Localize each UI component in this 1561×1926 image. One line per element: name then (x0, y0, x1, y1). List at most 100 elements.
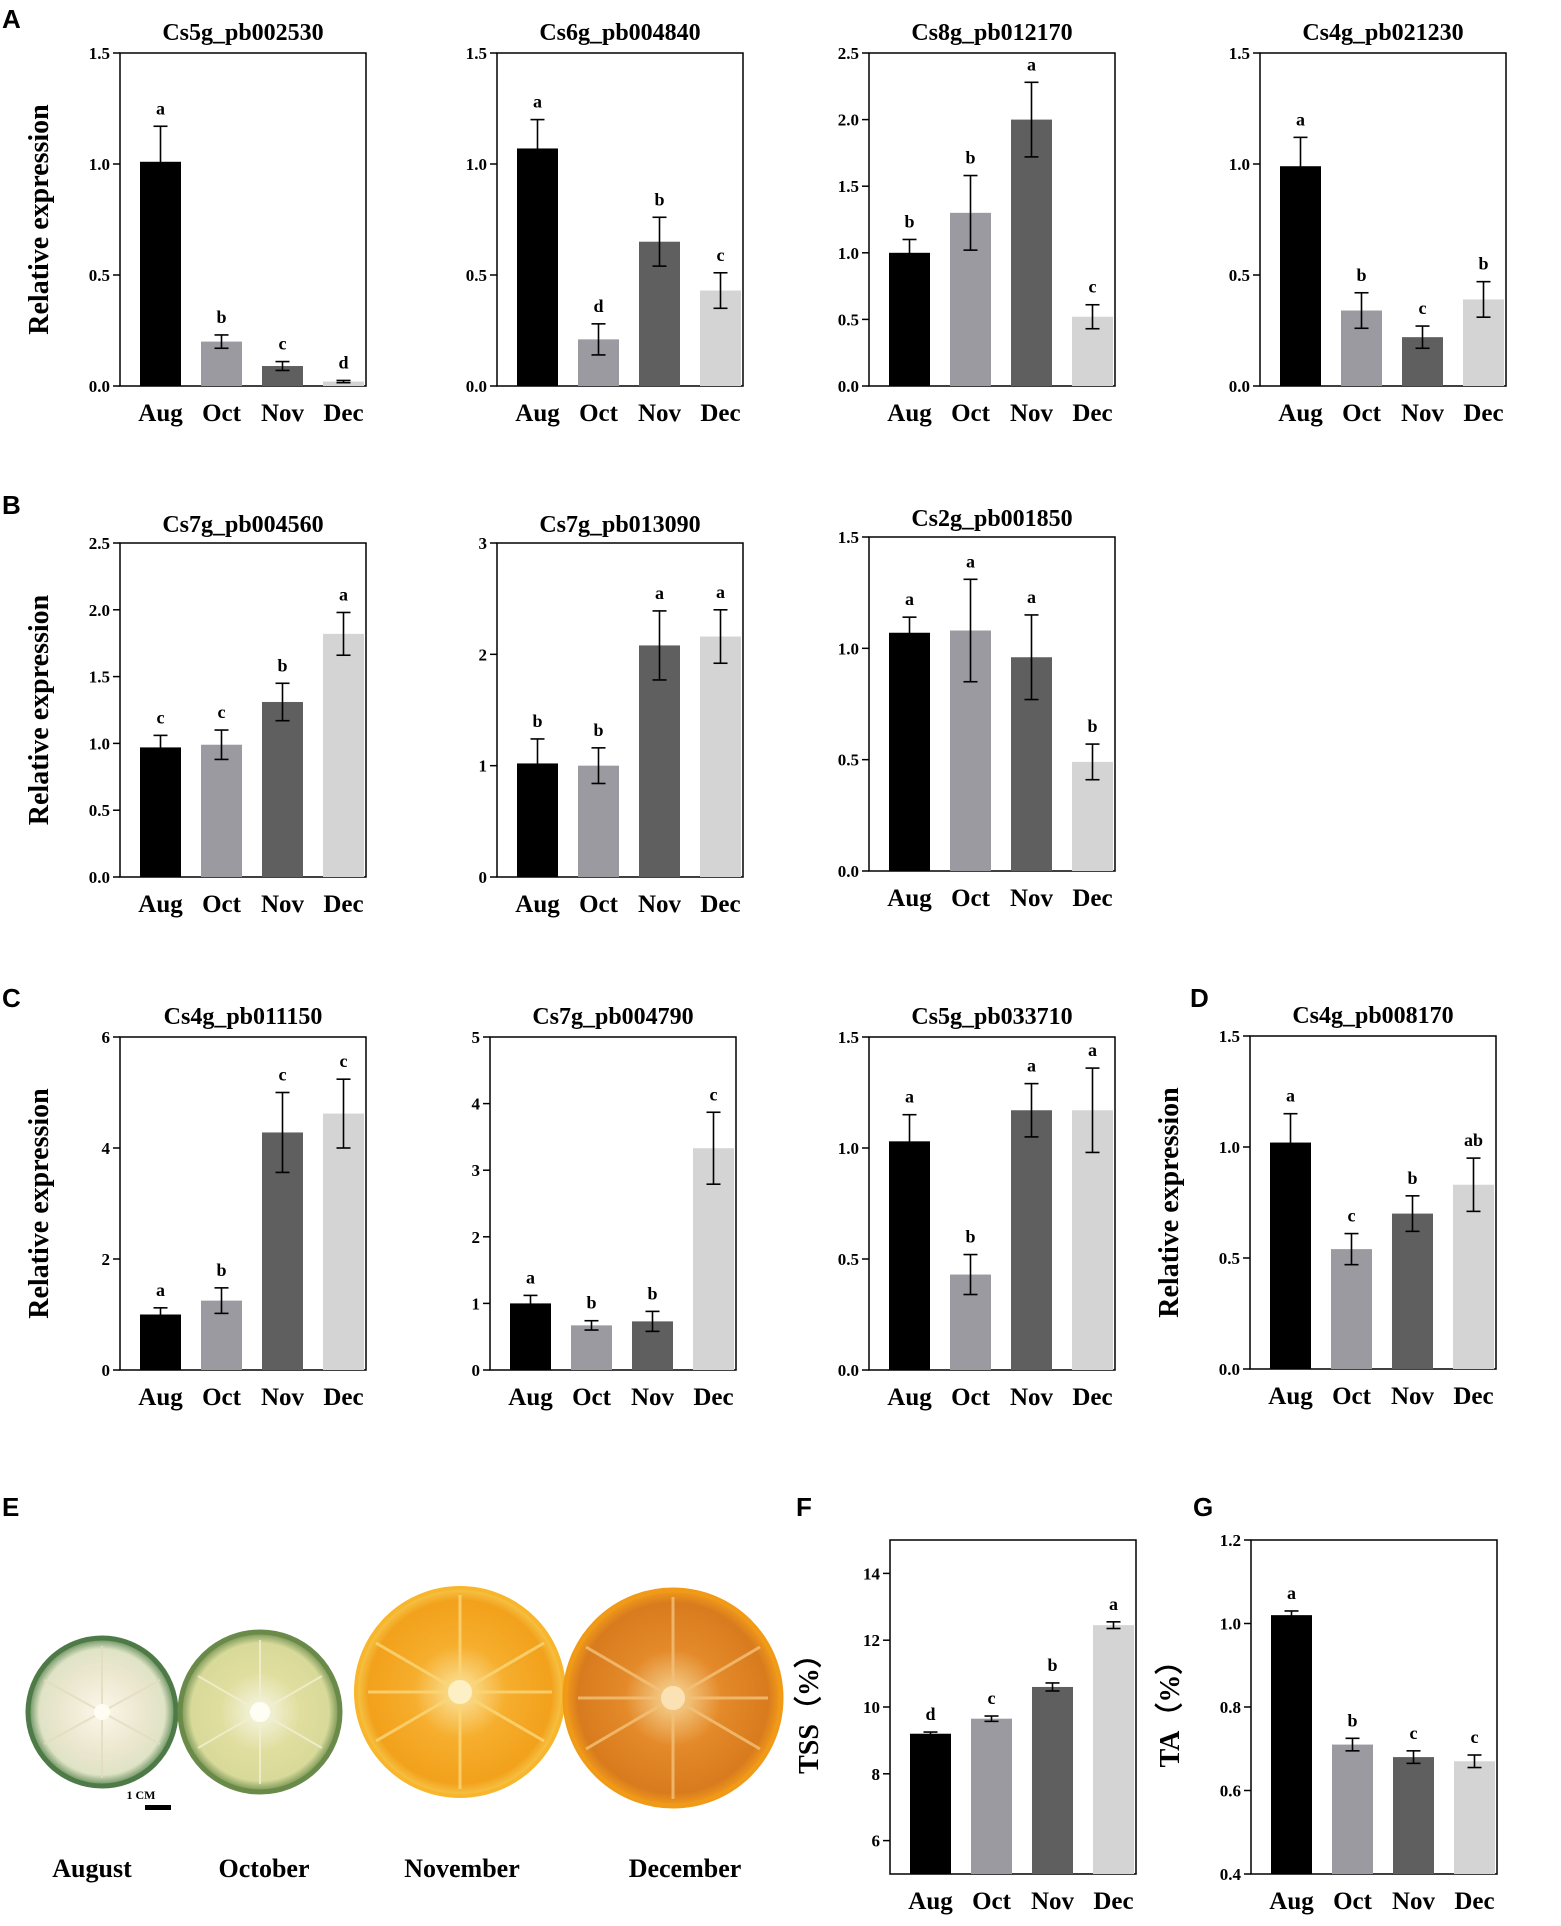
significance-letter: c (1419, 298, 1427, 318)
significance-letter: a (655, 583, 664, 603)
significance-letter: b (647, 1283, 657, 1303)
bar-aug (1270, 1142, 1311, 1369)
x-category-label: Oct (202, 1384, 242, 1411)
significance-letter: a (339, 584, 348, 604)
significance-letter: d (338, 352, 348, 372)
bar-aug (889, 632, 930, 871)
month-label-november: November (404, 1854, 520, 1883)
y-tick-label: 1.5 (838, 177, 859, 196)
significance-letter: a (905, 589, 914, 609)
x-category-label: Nov (638, 400, 682, 427)
y-tick-label: 2 (479, 645, 488, 664)
x-category-label: Oct (951, 885, 991, 912)
x-category-label: Oct (572, 1384, 612, 1411)
month-label-august: August (52, 1854, 132, 1883)
bar-nov (262, 701, 303, 877)
significance-letter: c (279, 334, 287, 354)
chart-title: Cs2g_pb001850 (911, 506, 1072, 532)
x-category-label: Oct (579, 400, 619, 427)
bar-aug (910, 1733, 951, 1874)
significance-letter: c (218, 702, 226, 722)
panel-letter-G: G (1193, 1492, 1213, 1522)
bar-dec (1453, 1184, 1494, 1369)
x-category-label: Dec (1453, 1383, 1493, 1410)
chart-title: Cs5g_pb002530 (162, 20, 323, 46)
significance-letter: d (593, 296, 603, 316)
y-axis-title: TSS（%） (792, 1640, 825, 1774)
y-tick-label: 14 (863, 1564, 881, 1583)
y-tick-label: 1 (472, 1294, 481, 1313)
panel-letter-A: A (2, 4, 21, 34)
x-category-label: Nov (1401, 400, 1445, 427)
y-tick-label: 0.5 (838, 1250, 859, 1269)
y-tick-label: 0.0 (838, 377, 859, 396)
y-tick-label: 0.0 (1229, 377, 1250, 396)
fruit-photo-panel: 1 CM August October November December (25, 1586, 784, 1883)
plot-frame (1249, 1035, 1497, 1370)
chart-C1: Cs4g_pb011150 0 2 4 6 Relative expression a Aug… (24, 1004, 367, 1411)
x-category-label: Aug (887, 1384, 932, 1411)
plot-frame (119, 52, 367, 387)
chart-C2: Cs7g_pb004790 0 1 2 3 4 5 a Aug b Oct b Nov c Dec (472, 1004, 737, 1411)
significance-letter: c (988, 1688, 996, 1708)
plot-frame (496, 542, 744, 878)
y-tick-label: 1.5 (89, 668, 110, 687)
chart-A1: Cs5g_pb002530 0.0 0.5 1.0 1.5 Relative expres… (24, 20, 367, 427)
chart-title: Cs7g_pb004790 (532, 1004, 693, 1030)
y-tick-label: 2 (102, 1250, 111, 1269)
x-category-label: Dec (1454, 1888, 1494, 1915)
plot-frame (119, 542, 367, 878)
bar-aug (889, 252, 930, 386)
plot-frame (496, 52, 744, 387)
chart-title: Cs7g_pb004560 (162, 512, 323, 538)
y-tick-label: 0.5 (466, 266, 487, 285)
y-tick-label: 4 (102, 1139, 111, 1158)
significance-letter: b (654, 189, 664, 209)
bar-oct (571, 1325, 612, 1370)
x-category-label: Aug (138, 891, 183, 918)
bar-oct (1332, 1744, 1373, 1874)
x-category-label: Oct (1333, 1888, 1373, 1915)
chart-F: 6 8 10 12 14 TSS（%） d Aug c Oct b Nov a Dec (792, 1539, 1137, 1915)
significance-letter: c (1471, 1727, 1479, 1747)
panel-letter-E: E (2, 1492, 19, 1522)
x-category-label: Dec (1463, 400, 1503, 427)
bar-dec (1093, 1625, 1134, 1874)
y-axis-title: TA（%） (1153, 1647, 1186, 1768)
x-category-label: Aug (515, 891, 560, 918)
x-category-label: Aug (887, 885, 932, 912)
y-tick-label: 0.5 (838, 751, 859, 770)
y-tick-label: 1.5 (1219, 1027, 1240, 1046)
plot-frame (119, 1036, 367, 1371)
charts-layer: Cs5g_pb002530 0.0 0.5 1.0 1.5 Relative expres… (24, 20, 1507, 1915)
y-tick-label: 1.2 (1220, 1531, 1241, 1550)
bar-aug (140, 747, 181, 877)
chart-title: Cs4g_pb008170 (1292, 1003, 1453, 1029)
y-tick-label: 1.0 (1229, 155, 1250, 174)
significance-letter: c (1089, 277, 1097, 297)
significance-letter: b (1347, 1710, 1357, 1730)
significance-letter: ab (1464, 1130, 1483, 1150)
significance-letter: b (1356, 265, 1366, 285)
y-tick-label: 1.0 (1219, 1138, 1240, 1157)
plot-frame (489, 1036, 737, 1371)
significance-letter: a (1027, 1056, 1036, 1076)
x-category-label: Nov (1010, 400, 1054, 427)
chart-A3: Cs8g_pb012170 0.0 0.5 1.0 1.5 2.0 2.5 b Aug b Oct a… (838, 20, 1116, 427)
significance-letter: a (1088, 1040, 1097, 1060)
significance-letter: b (1478, 254, 1488, 274)
y-tick-label: 0.0 (1219, 1360, 1240, 1379)
y-tick-label: 3 (472, 1161, 481, 1180)
x-category-label: Nov (261, 400, 305, 427)
significance-letter: b (586, 1293, 596, 1313)
x-category-label: Dec (700, 891, 740, 918)
bar-dec (1072, 1110, 1113, 1370)
significance-letter: c (157, 707, 165, 727)
bar-aug (1280, 166, 1321, 386)
y-tick-label: 0.0 (838, 1361, 859, 1380)
y-tick-label: 2.0 (89, 601, 110, 620)
y-tick-label: 1 (479, 757, 488, 776)
x-category-label: Oct (202, 400, 242, 427)
y-tick-label: 8 (872, 1765, 881, 1784)
x-category-label: Dec (1072, 1384, 1112, 1411)
